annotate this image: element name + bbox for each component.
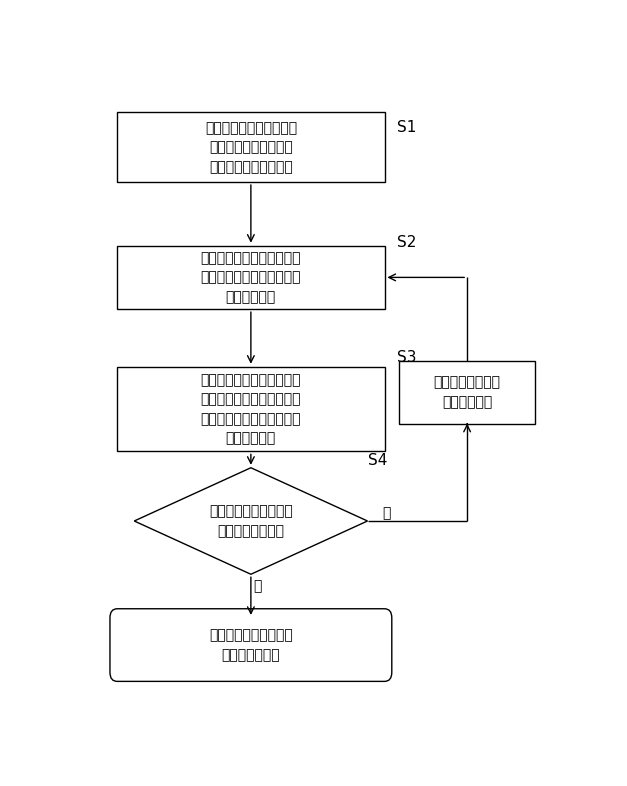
Text: 完成功放底层电路的行
为级建模与验证: 完成功放底层电路的行 为级建模与验证: [209, 628, 293, 662]
FancyBboxPatch shape: [117, 112, 384, 182]
Text: 否: 否: [382, 506, 391, 520]
Text: 搭建相同的输入信号激励电
路，计算功放底层电路模型
与行为模型输出信号间的归
一化均方误差: 搭建相同的输入信号激励电 路，计算功放底层电路模型 与行为模型输出信号间的归 一…: [201, 373, 301, 446]
Text: 判断归一化均方误差是
否满足精度要求？: 判断归一化均方误差是 否满足精度要求？: [209, 505, 293, 538]
Text: S1: S1: [397, 120, 416, 135]
Text: S3: S3: [397, 350, 416, 365]
Text: 建立基于数学表达式的行为
模型，利用实验数据对行为
模型进行辨识: 建立基于数学表达式的行为 模型，利用实验数据对行为 模型进行辨识: [201, 251, 301, 304]
FancyBboxPatch shape: [117, 245, 384, 309]
Text: S4: S4: [367, 453, 387, 468]
Text: 建立功放底层电路模型，
采集功放的输入信号和
输出信号作为实验数据: 建立功放底层电路模型， 采集功放的输入信号和 输出信号作为实验数据: [205, 121, 297, 174]
Text: S2: S2: [397, 235, 416, 250]
Text: 是: 是: [253, 578, 261, 593]
FancyBboxPatch shape: [399, 361, 535, 424]
FancyBboxPatch shape: [117, 366, 384, 451]
FancyBboxPatch shape: [110, 608, 392, 681]
Polygon shape: [134, 468, 367, 575]
Text: 调整基于数学表达
式的行为模型: 调整基于数学表达 式的行为模型: [434, 376, 500, 410]
